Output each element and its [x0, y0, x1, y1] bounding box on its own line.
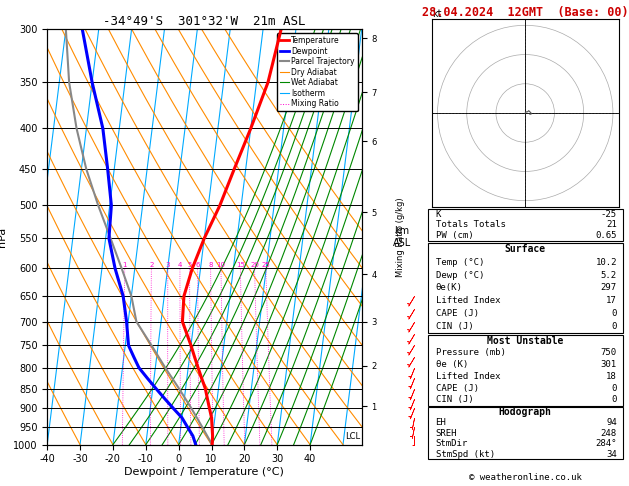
Text: 3: 3	[165, 262, 170, 268]
Text: CIN (J): CIN (J)	[435, 396, 473, 404]
Text: Temp (°C): Temp (°C)	[435, 258, 484, 267]
Text: Mixing Ratio (g/kg): Mixing Ratio (g/kg)	[396, 197, 406, 277]
Text: PW (cm): PW (cm)	[435, 231, 473, 240]
Text: CAPE (J): CAPE (J)	[435, 309, 479, 318]
Text: 4: 4	[178, 262, 182, 268]
Text: 5: 5	[187, 262, 192, 268]
Text: CAPE (J): CAPE (J)	[435, 383, 479, 393]
Text: 8: 8	[208, 262, 213, 268]
Text: θe(K): θe(K)	[435, 283, 462, 293]
Text: K: K	[435, 210, 441, 219]
Text: 2: 2	[149, 262, 153, 268]
Text: Lifted Index: Lifted Index	[435, 296, 500, 305]
Text: © weatheronline.co.uk: © weatheronline.co.uk	[469, 473, 582, 482]
X-axis label: Dewpoint / Temperature (°C): Dewpoint / Temperature (°C)	[125, 467, 284, 477]
Text: -25: -25	[601, 210, 617, 219]
Text: 297: 297	[601, 283, 617, 293]
Text: Most Unstable: Most Unstable	[487, 336, 564, 346]
Text: 28.04.2024  12GMT  (Base: 00): 28.04.2024 12GMT (Base: 00)	[422, 6, 628, 18]
FancyBboxPatch shape	[428, 407, 623, 459]
Text: 0: 0	[611, 309, 617, 318]
Text: Hodograph: Hodograph	[499, 407, 552, 417]
Text: Lifted Index: Lifted Index	[435, 372, 500, 381]
Text: 0.65: 0.65	[596, 231, 617, 240]
Text: 5.2: 5.2	[601, 271, 617, 279]
Text: 21: 21	[606, 220, 617, 229]
Text: 10: 10	[216, 262, 225, 268]
Text: Dewp (°C): Dewp (°C)	[435, 271, 484, 279]
Text: CIN (J): CIN (J)	[435, 322, 473, 331]
Text: kt: kt	[431, 9, 441, 19]
Y-axis label: hPa: hPa	[0, 227, 8, 247]
Text: 284°: 284°	[596, 439, 617, 448]
Title: -34°49'S  301°32'W  21m ASL: -34°49'S 301°32'W 21m ASL	[103, 15, 306, 28]
FancyBboxPatch shape	[428, 209, 623, 241]
Text: 0: 0	[611, 383, 617, 393]
Text: θe (K): θe (K)	[435, 360, 468, 369]
Text: 0: 0	[611, 396, 617, 404]
Text: Pressure (mb): Pressure (mb)	[435, 348, 505, 358]
Text: 17: 17	[606, 296, 617, 305]
FancyBboxPatch shape	[428, 335, 623, 406]
FancyBboxPatch shape	[428, 243, 623, 333]
Text: 1: 1	[123, 262, 127, 268]
Text: 25: 25	[262, 262, 270, 268]
Text: 94: 94	[606, 418, 617, 427]
Text: 301: 301	[601, 360, 617, 369]
Text: SREH: SREH	[435, 429, 457, 437]
Text: 20: 20	[250, 262, 259, 268]
Text: 6: 6	[196, 262, 200, 268]
Text: 34: 34	[606, 450, 617, 458]
Text: Totals Totals: Totals Totals	[435, 220, 505, 229]
Text: EH: EH	[435, 418, 446, 427]
Text: 0: 0	[611, 322, 617, 331]
Text: 248: 248	[601, 429, 617, 437]
Y-axis label: km
ASL: km ASL	[392, 226, 411, 248]
Text: 18: 18	[606, 372, 617, 381]
Text: 15: 15	[236, 262, 245, 268]
Text: 750: 750	[601, 348, 617, 358]
Text: Surface: Surface	[504, 244, 546, 255]
Legend: Temperature, Dewpoint, Parcel Trajectory, Dry Adiabat, Wet Adiabat, Isotherm, Mi: Temperature, Dewpoint, Parcel Trajectory…	[277, 33, 358, 111]
Text: LCL: LCL	[345, 432, 360, 441]
Text: 10.2: 10.2	[596, 258, 617, 267]
Text: StmDir: StmDir	[435, 439, 468, 448]
Text: StmSpd (kt): StmSpd (kt)	[435, 450, 494, 458]
